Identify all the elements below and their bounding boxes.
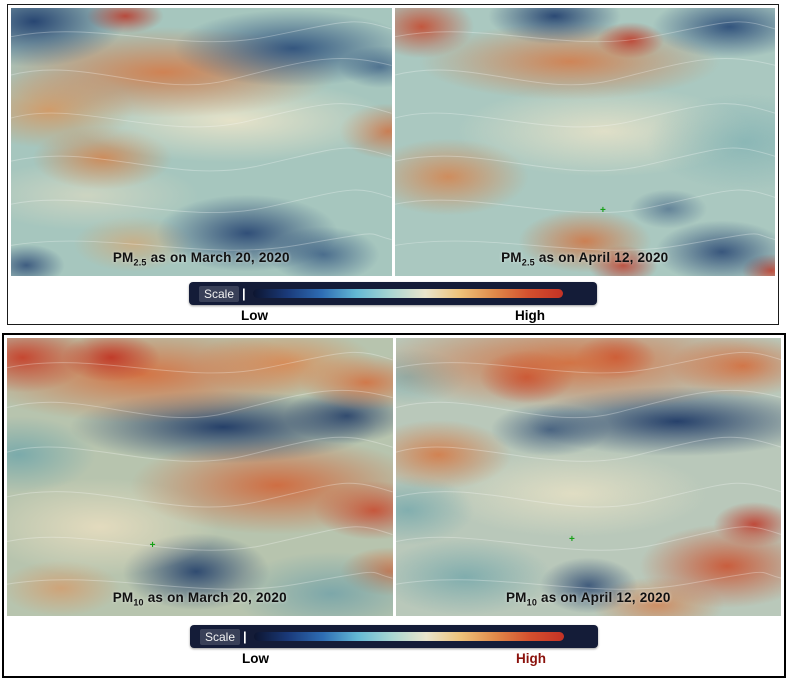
- wind-streamlines-icon: [7, 351, 393, 590]
- caption-date: as on March 20, 2020: [143, 590, 287, 606]
- wind-streamlines-icon: [394, 21, 775, 251]
- pm10-scale-bar: Scale | Low High: [4, 625, 784, 666]
- pm25-scale-bar: Scale | Low High: [8, 282, 778, 323]
- scale-high-label: High: [515, 308, 545, 323]
- map-caption: PM2.5 as on April 12, 2020: [395, 250, 776, 268]
- caption-subscript: 10: [526, 598, 538, 608]
- pm25-panel: PM2.5 as on March 20, 2020 + PM2.5 as on…: [7, 4, 779, 325]
- caption-date: as on March 20, 2020: [146, 250, 290, 266]
- caption-subscript: 2.5: [133, 258, 147, 268]
- map-caption: PM10 as on March 20, 2020: [7, 590, 393, 608]
- map-pm10-april12: + PM10 as on April 12, 2020: [395, 338, 782, 616]
- map-caption: PM2.5 as on March 20, 2020: [11, 250, 392, 268]
- scale-endpoint-labels: Low High: [190, 648, 598, 666]
- map-pm10-march20: + PM10 as on March 20, 2020: [7, 338, 393, 616]
- caption-pollutant: PM: [501, 250, 522, 266]
- color-gradient-strip: [253, 632, 564, 641]
- map-pm25-march20: PM2.5 as on March 20, 2020: [11, 8, 392, 276]
- pm10-maps-row: + PM10 as on March 20, 2020 + PM10 as on…: [4, 335, 784, 619]
- wind-streamlines-icon: [395, 351, 781, 590]
- scale-label: Scale: [199, 285, 240, 302]
- caption-date: as on April 12, 2020: [534, 250, 669, 266]
- caption-subscript: 10: [133, 598, 144, 608]
- color-gradient-strip: [252, 289, 563, 298]
- caption-pollutant: PM: [112, 590, 134, 606]
- location-marker-icon: +: [568, 534, 575, 546]
- scale-endpoint-labels: Low High: [189, 305, 597, 323]
- caption-pollutant: PM: [112, 250, 134, 266]
- caption-date: as on April 12, 2020: [537, 590, 671, 606]
- scale-bar: Scale |: [190, 625, 598, 648]
- location-marker-icon: +: [149, 539, 156, 551]
- scale-high-label: High: [516, 651, 546, 666]
- scale-bar: Scale |: [189, 282, 597, 305]
- scale-label: Scale: [200, 628, 241, 645]
- scale-cursor-icon: |: [242, 286, 246, 301]
- scale-cursor-icon: |: [243, 629, 247, 644]
- location-marker-icon: +: [599, 205, 606, 217]
- map-caption: PM10 as on April 12, 2020: [396, 590, 782, 608]
- pm10-panel: + PM10 as on March 20, 2020 + PM10 as on…: [2, 333, 786, 678]
- scale-low-label: Low: [241, 308, 268, 323]
- caption-subscript: 2.5: [521, 258, 535, 268]
- pm25-maps-row: PM2.5 as on March 20, 2020 + PM2.5 as on…: [8, 5, 778, 279]
- map-pm25-april12: + PM2.5 as on April 12, 2020: [394, 8, 776, 276]
- scale-low-label: Low: [242, 651, 269, 666]
- wind-streamlines-icon: [11, 21, 392, 251]
- caption-pollutant: PM: [505, 590, 527, 606]
